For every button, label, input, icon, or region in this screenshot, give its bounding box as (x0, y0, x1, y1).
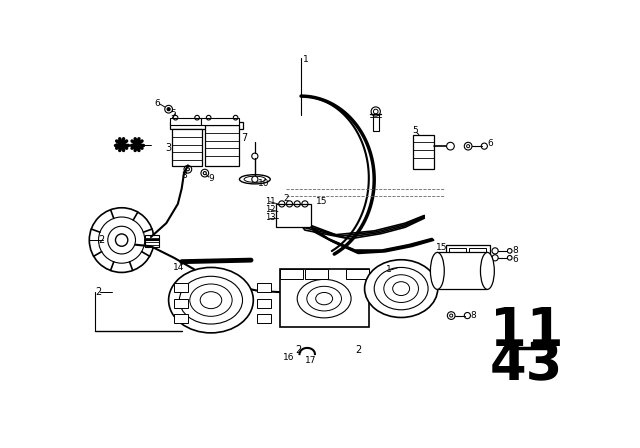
Text: 8: 8 (470, 311, 476, 320)
Bar (174, 314, 188, 323)
Bar (449, 248, 466, 259)
Bar (413, 134, 435, 169)
Circle shape (252, 176, 258, 182)
Text: 5: 5 (170, 109, 176, 118)
Text: 2: 2 (284, 194, 289, 203)
Text: 4: 4 (115, 140, 121, 150)
Ellipse shape (297, 280, 351, 318)
Bar (205, 125, 239, 166)
Bar (280, 269, 369, 327)
Circle shape (371, 107, 380, 116)
Text: 1: 1 (386, 265, 392, 274)
Bar (346, 269, 369, 279)
Text: 6: 6 (513, 255, 518, 264)
Bar (257, 283, 271, 293)
Text: 43: 43 (490, 340, 563, 392)
Ellipse shape (168, 267, 253, 333)
Text: 16: 16 (284, 353, 295, 362)
Text: 14: 14 (172, 263, 184, 271)
Ellipse shape (190, 284, 232, 316)
Ellipse shape (393, 282, 410, 296)
Bar (174, 283, 188, 293)
Bar (257, 299, 271, 308)
Ellipse shape (447, 142, 454, 150)
Text: 2: 2 (99, 235, 105, 245)
Text: 15: 15 (436, 243, 447, 252)
Ellipse shape (316, 293, 333, 305)
Text: 17: 17 (305, 356, 316, 365)
Text: 3: 3 (166, 143, 172, 153)
Ellipse shape (244, 176, 266, 182)
Bar (305, 269, 328, 279)
Bar (172, 129, 202, 166)
Text: 1: 1 (303, 56, 309, 65)
Circle shape (108, 226, 136, 254)
Text: 11: 11 (265, 197, 275, 206)
Ellipse shape (179, 276, 243, 324)
Circle shape (90, 208, 154, 272)
Text: 8: 8 (182, 171, 188, 180)
Bar (174, 299, 188, 308)
Text: 5: 5 (413, 126, 419, 135)
Ellipse shape (365, 260, 438, 318)
Bar (276, 204, 311, 227)
Ellipse shape (374, 267, 428, 310)
Text: 6: 6 (488, 138, 493, 147)
Bar (469, 248, 486, 259)
Ellipse shape (384, 275, 419, 302)
Circle shape (99, 217, 145, 263)
Circle shape (115, 234, 128, 246)
Text: 2: 2 (296, 345, 302, 355)
Bar (280, 269, 303, 279)
Text: 11: 11 (490, 305, 563, 357)
Bar (257, 314, 271, 323)
Bar (145, 235, 159, 247)
Ellipse shape (307, 286, 342, 311)
Bar (446, 245, 490, 274)
Text: 13: 13 (265, 213, 275, 222)
Text: 15: 15 (316, 197, 328, 206)
Bar (170, 121, 243, 129)
Text: 6: 6 (155, 99, 161, 108)
Text: 12: 12 (265, 205, 275, 214)
Text: 2: 2 (355, 345, 361, 355)
Text: 9: 9 (209, 174, 214, 183)
Bar (201, 118, 239, 125)
Bar (170, 118, 201, 125)
Ellipse shape (200, 292, 221, 309)
Text: 7: 7 (241, 134, 247, 143)
Ellipse shape (239, 175, 270, 184)
Circle shape (167, 108, 170, 111)
Ellipse shape (431, 252, 444, 289)
Text: 10: 10 (258, 179, 269, 188)
Bar (437, 252, 488, 289)
Ellipse shape (481, 252, 494, 289)
Text: 2: 2 (95, 288, 102, 297)
Bar (372, 114, 379, 131)
Text: 8: 8 (513, 246, 518, 254)
